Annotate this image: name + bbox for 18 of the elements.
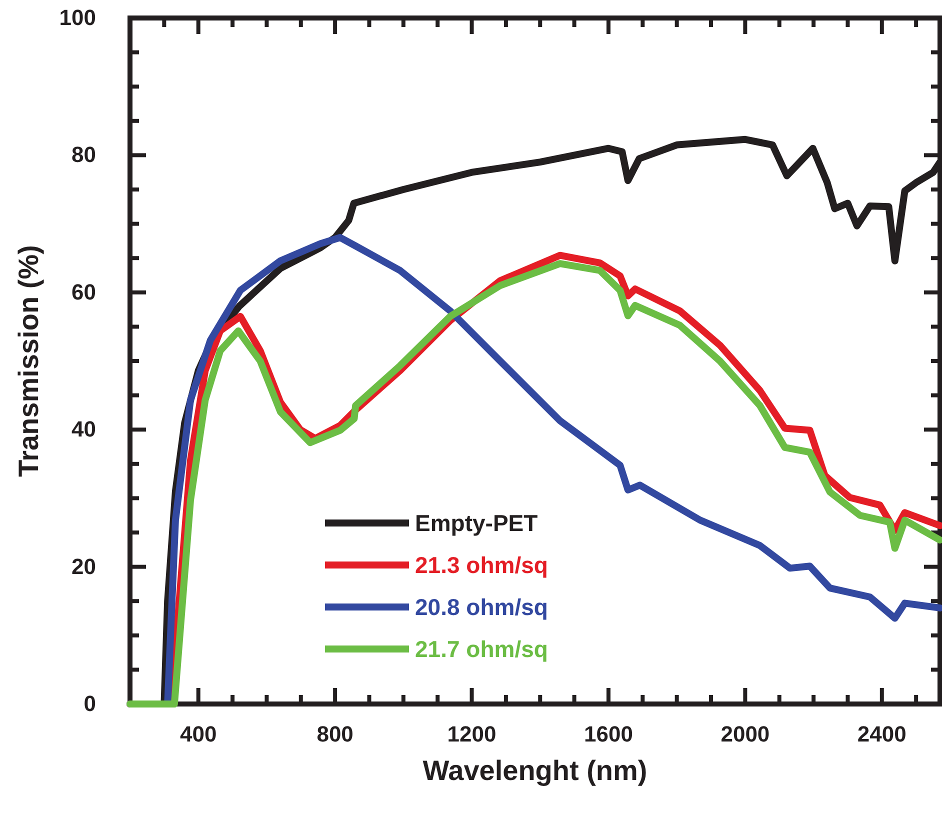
y-axis-title: Transmission (%) [13, 245, 44, 477]
y-tick-label: 20 [72, 554, 96, 579]
y-tick-label: 100 [59, 5, 96, 30]
y-tick-label: 60 [72, 279, 96, 304]
y-tick-label: 40 [72, 416, 96, 442]
x-tick-label: 2000 [720, 722, 770, 747]
legend-label: 21.3 ohm/sq [415, 552, 548, 578]
legend-label: 21.7 ohm/sq [415, 636, 548, 662]
legend-label: Empty-PET [415, 510, 538, 536]
y-tick-label: 80 [72, 142, 96, 168]
x-tick-label: 1600 [584, 722, 633, 747]
x-tick-label: 800 [316, 722, 354, 747]
y-tick-label: 0 [84, 691, 96, 716]
x-tick-label: 2400 [857, 722, 906, 747]
x-axis-title: Wavelenght (nm) [422, 755, 648, 786]
x-tick-label: 400 [180, 722, 217, 747]
x-tick-label: 1200 [447, 722, 496, 747]
legend-label: 20.8 ohm/sq [415, 594, 548, 620]
